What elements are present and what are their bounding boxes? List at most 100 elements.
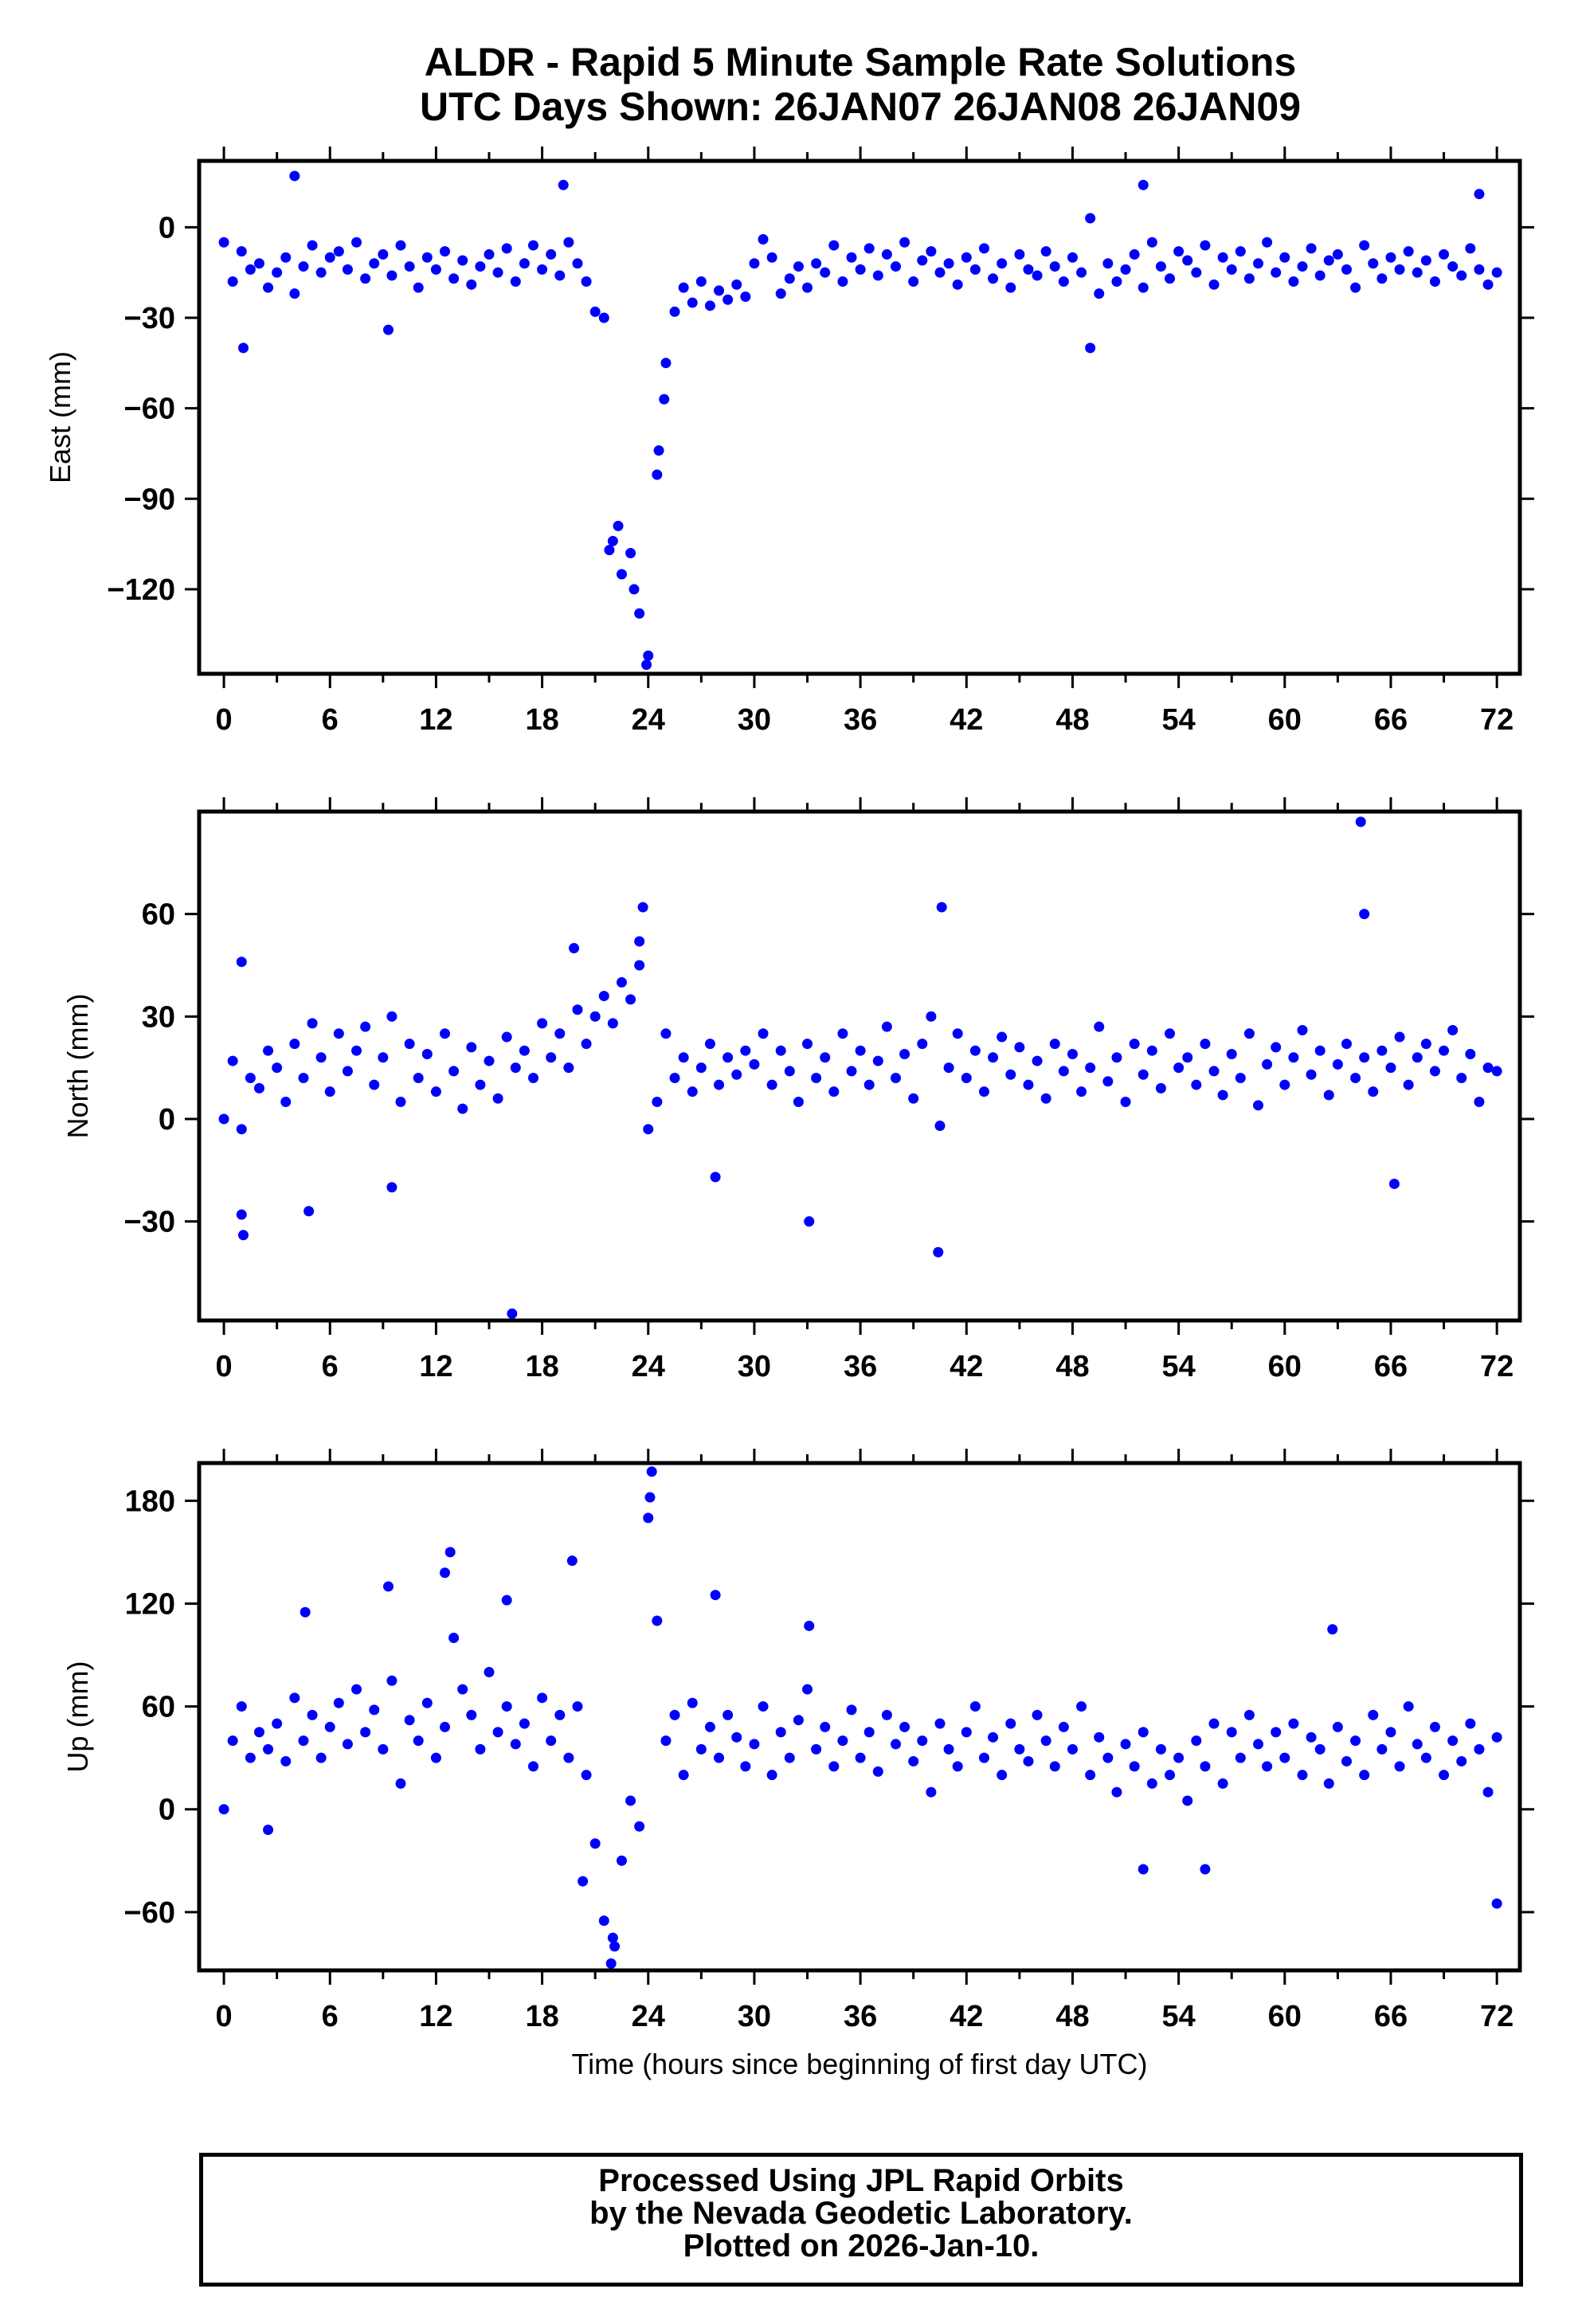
east-data-point bbox=[510, 276, 521, 288]
east-data-point bbox=[572, 258, 583, 269]
east-data-point bbox=[589, 306, 601, 317]
east-data-point bbox=[1226, 264, 1237, 275]
up-data-point bbox=[1359, 1770, 1370, 1781]
east-x-tick-label: 18 bbox=[525, 703, 558, 737]
east-data-point bbox=[828, 240, 840, 251]
east-data-point bbox=[1394, 264, 1405, 275]
east-data-point bbox=[695, 276, 707, 288]
up-data-point bbox=[421, 1697, 433, 1708]
north-data-point bbox=[1200, 1039, 1211, 1050]
up-data-point bbox=[731, 1731, 742, 1743]
north-data-point bbox=[1111, 1052, 1122, 1063]
up-data-point bbox=[802, 1684, 813, 1695]
up-data-point bbox=[1138, 1727, 1149, 1738]
north-data-point bbox=[307, 1018, 318, 1029]
north-data-point bbox=[997, 1031, 1008, 1043]
east-data-point bbox=[1412, 267, 1423, 278]
east-data-point bbox=[1102, 258, 1114, 269]
east-data-point bbox=[1288, 276, 1299, 288]
north-x-tick-label: 18 bbox=[525, 1350, 558, 1383]
north-data-point bbox=[926, 1011, 937, 1022]
north-data-point bbox=[802, 1039, 813, 1050]
up-data-point bbox=[1385, 1727, 1396, 1738]
up-data-point bbox=[1085, 1770, 1096, 1781]
up-data-point bbox=[444, 1547, 456, 1558]
up-data-point bbox=[616, 1855, 627, 1866]
north-data-point bbox=[695, 1062, 707, 1074]
up-data-point bbox=[740, 1761, 751, 1772]
up-data-point bbox=[382, 1581, 394, 1592]
north-data-point bbox=[634, 936, 645, 947]
east-data-point bbox=[519, 258, 530, 269]
east-data-point bbox=[820, 267, 831, 278]
up-data-point bbox=[793, 1715, 804, 1726]
up-data-point bbox=[678, 1770, 689, 1781]
up-data-point bbox=[218, 1804, 229, 1815]
up-data-point bbox=[1403, 1701, 1414, 1712]
up-data-point bbox=[634, 1821, 645, 1832]
north-data-point bbox=[952, 1028, 963, 1039]
up-data-point bbox=[766, 1770, 777, 1781]
up-data-point bbox=[775, 1727, 786, 1738]
east-data-point bbox=[360, 273, 371, 284]
east-data-point bbox=[1165, 273, 1176, 284]
north-data-point bbox=[475, 1079, 486, 1090]
north-data-point bbox=[1005, 1069, 1016, 1080]
up-data-point bbox=[1350, 1735, 1361, 1747]
east-data-point bbox=[1447, 261, 1459, 272]
up-data-point bbox=[484, 1667, 495, 1678]
up-data-point bbox=[652, 1615, 663, 1626]
north-data-point bbox=[253, 1082, 264, 1094]
up-data-point bbox=[566, 1555, 578, 1567]
east-data-point bbox=[899, 237, 910, 248]
up-data-point bbox=[828, 1761, 840, 1772]
up-data-point bbox=[1067, 1743, 1078, 1755]
up-data-point bbox=[554, 1709, 566, 1720]
east-data-point bbox=[978, 243, 989, 254]
north-x-tick-label: 30 bbox=[738, 1350, 771, 1383]
up-data-point bbox=[607, 1932, 618, 1943]
up-data-point bbox=[804, 1620, 815, 1631]
north-y-tick-label: 30 bbox=[142, 1000, 175, 1034]
up-data-point bbox=[1243, 1709, 1255, 1720]
east-data-point bbox=[1049, 261, 1060, 272]
north-data-point bbox=[978, 1086, 989, 1097]
north-data-point bbox=[1058, 1066, 1069, 1077]
east-data-point bbox=[1429, 276, 1440, 288]
east-data-point bbox=[236, 246, 247, 257]
east-data-point bbox=[604, 545, 615, 556]
east-data-point bbox=[952, 279, 963, 290]
east-data-point bbox=[997, 258, 1008, 269]
east-data-point bbox=[448, 273, 460, 284]
up-data-point bbox=[466, 1709, 477, 1720]
north-data-point bbox=[616, 976, 627, 988]
north-data-point bbox=[440, 1028, 451, 1039]
up-x-tick-label: 48 bbox=[1055, 2000, 1089, 2033]
up-data-point bbox=[926, 1786, 937, 1798]
north-data-point bbox=[828, 1086, 840, 1097]
east-data-point bbox=[740, 291, 751, 302]
up-data-point bbox=[1155, 1743, 1166, 1755]
up-data-point bbox=[997, 1770, 1008, 1781]
up-data-point bbox=[263, 1743, 274, 1755]
north-data-point bbox=[1173, 1062, 1185, 1074]
north-data-point bbox=[1032, 1055, 1043, 1066]
east-data-point bbox=[1262, 237, 1273, 248]
east-x-tick-label: 72 bbox=[1480, 703, 1513, 737]
east-data-point bbox=[969, 264, 981, 275]
up-data-point bbox=[300, 1606, 311, 1618]
north-data-point bbox=[1412, 1052, 1423, 1063]
east-data-point bbox=[643, 650, 654, 661]
north-data-point bbox=[501, 1031, 512, 1043]
north-data-point bbox=[280, 1097, 292, 1108]
up-data-point bbox=[395, 1778, 406, 1789]
north-data-point bbox=[351, 1045, 362, 1056]
up-data-point bbox=[811, 1743, 822, 1755]
east-data-point bbox=[395, 240, 406, 251]
up-x-tick-label: 18 bbox=[525, 2000, 558, 2033]
up-data-point bbox=[846, 1704, 857, 1716]
footer-line-2: by the Nevada Geodetic Laboratory. bbox=[589, 2196, 1133, 2231]
east-data-point bbox=[1314, 270, 1326, 281]
up-data-point bbox=[1491, 1731, 1502, 1743]
